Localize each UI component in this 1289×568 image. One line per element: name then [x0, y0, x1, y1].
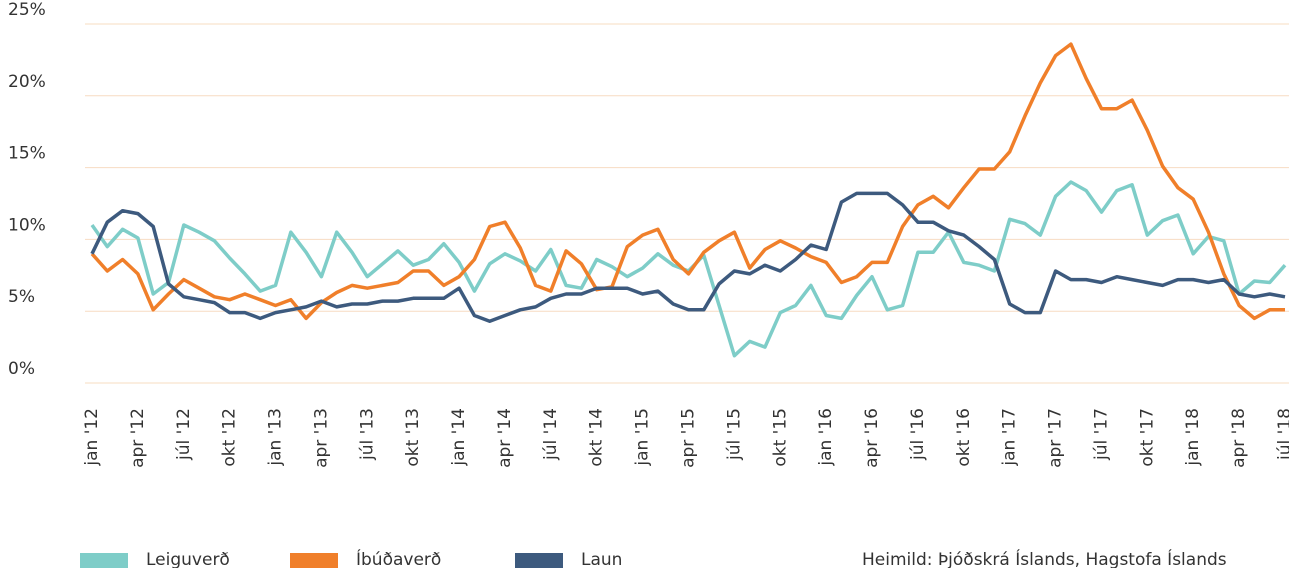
- x-tick-label: okt '15: [770, 408, 790, 467]
- x-tick-label: jan '14: [449, 408, 469, 467]
- y-tick-label: 15%: [8, 144, 46, 164]
- line: [90, 42, 1285, 321]
- y-tick-label: 0%: [8, 359, 35, 379]
- x-tick-label: okt '16: [954, 408, 974, 467]
- x-tick-label: apr '17: [1046, 408, 1066, 468]
- x-tick-label: júl '16: [908, 408, 928, 461]
- x-tick-label: okt '12: [220, 408, 240, 467]
- x-tick-label: jan '18: [1183, 408, 1203, 467]
- y-tick-label: 5%: [8, 287, 35, 307]
- x-tick-label: jan '17: [1000, 408, 1020, 467]
- x-tick-label: apr '15: [679, 408, 699, 468]
- x-tick-label: apr '13: [311, 408, 331, 468]
- legend-swatch: [515, 553, 563, 568]
- x-tick-label: apr '18: [1229, 408, 1249, 468]
- x-tick-label: apr '14: [495, 408, 515, 468]
- line: [90, 191, 1286, 324]
- x-tick-label: okt '13: [403, 408, 423, 467]
- x-tick-label: okt '17: [1137, 408, 1157, 467]
- y-tick-label: 25%: [8, 0, 46, 20]
- line: [90, 180, 1287, 358]
- x-tick-label: jan '15: [633, 408, 653, 467]
- legend-swatch: [290, 553, 338, 568]
- x-tick-label: júl '17: [1091, 408, 1111, 461]
- legend-label: Leiguverð: [146, 550, 230, 568]
- x-tick-label: júl '13: [357, 408, 377, 461]
- x-tick-label: jan '16: [816, 408, 836, 467]
- x-tick-label: júl '12: [174, 408, 194, 461]
- x-tick-label: jan '13: [266, 408, 286, 467]
- source: Heimild: Þjóðskrá Íslands, Hagstofa Ísla…: [862, 548, 1227, 568]
- y-tick-label: 20%: [8, 72, 46, 92]
- x-tick-label: jan '12: [82, 408, 102, 467]
- x-tick-label: júl '15: [724, 408, 744, 461]
- x-tick-label: júl '14: [541, 408, 561, 461]
- x-tick-label: apr '12: [128, 408, 148, 468]
- legend-swatch: [80, 553, 128, 568]
- x-tick-label: okt '14: [587, 408, 607, 467]
- x-tick-label: júl '18: [1275, 408, 1289, 461]
- legend-label: Laun: [581, 550, 622, 568]
- legend-label: Íbúðaverð: [356, 548, 441, 568]
- x-tick-label: apr '16: [862, 408, 882, 468]
- y-tick-label: 10%: [8, 215, 46, 235]
